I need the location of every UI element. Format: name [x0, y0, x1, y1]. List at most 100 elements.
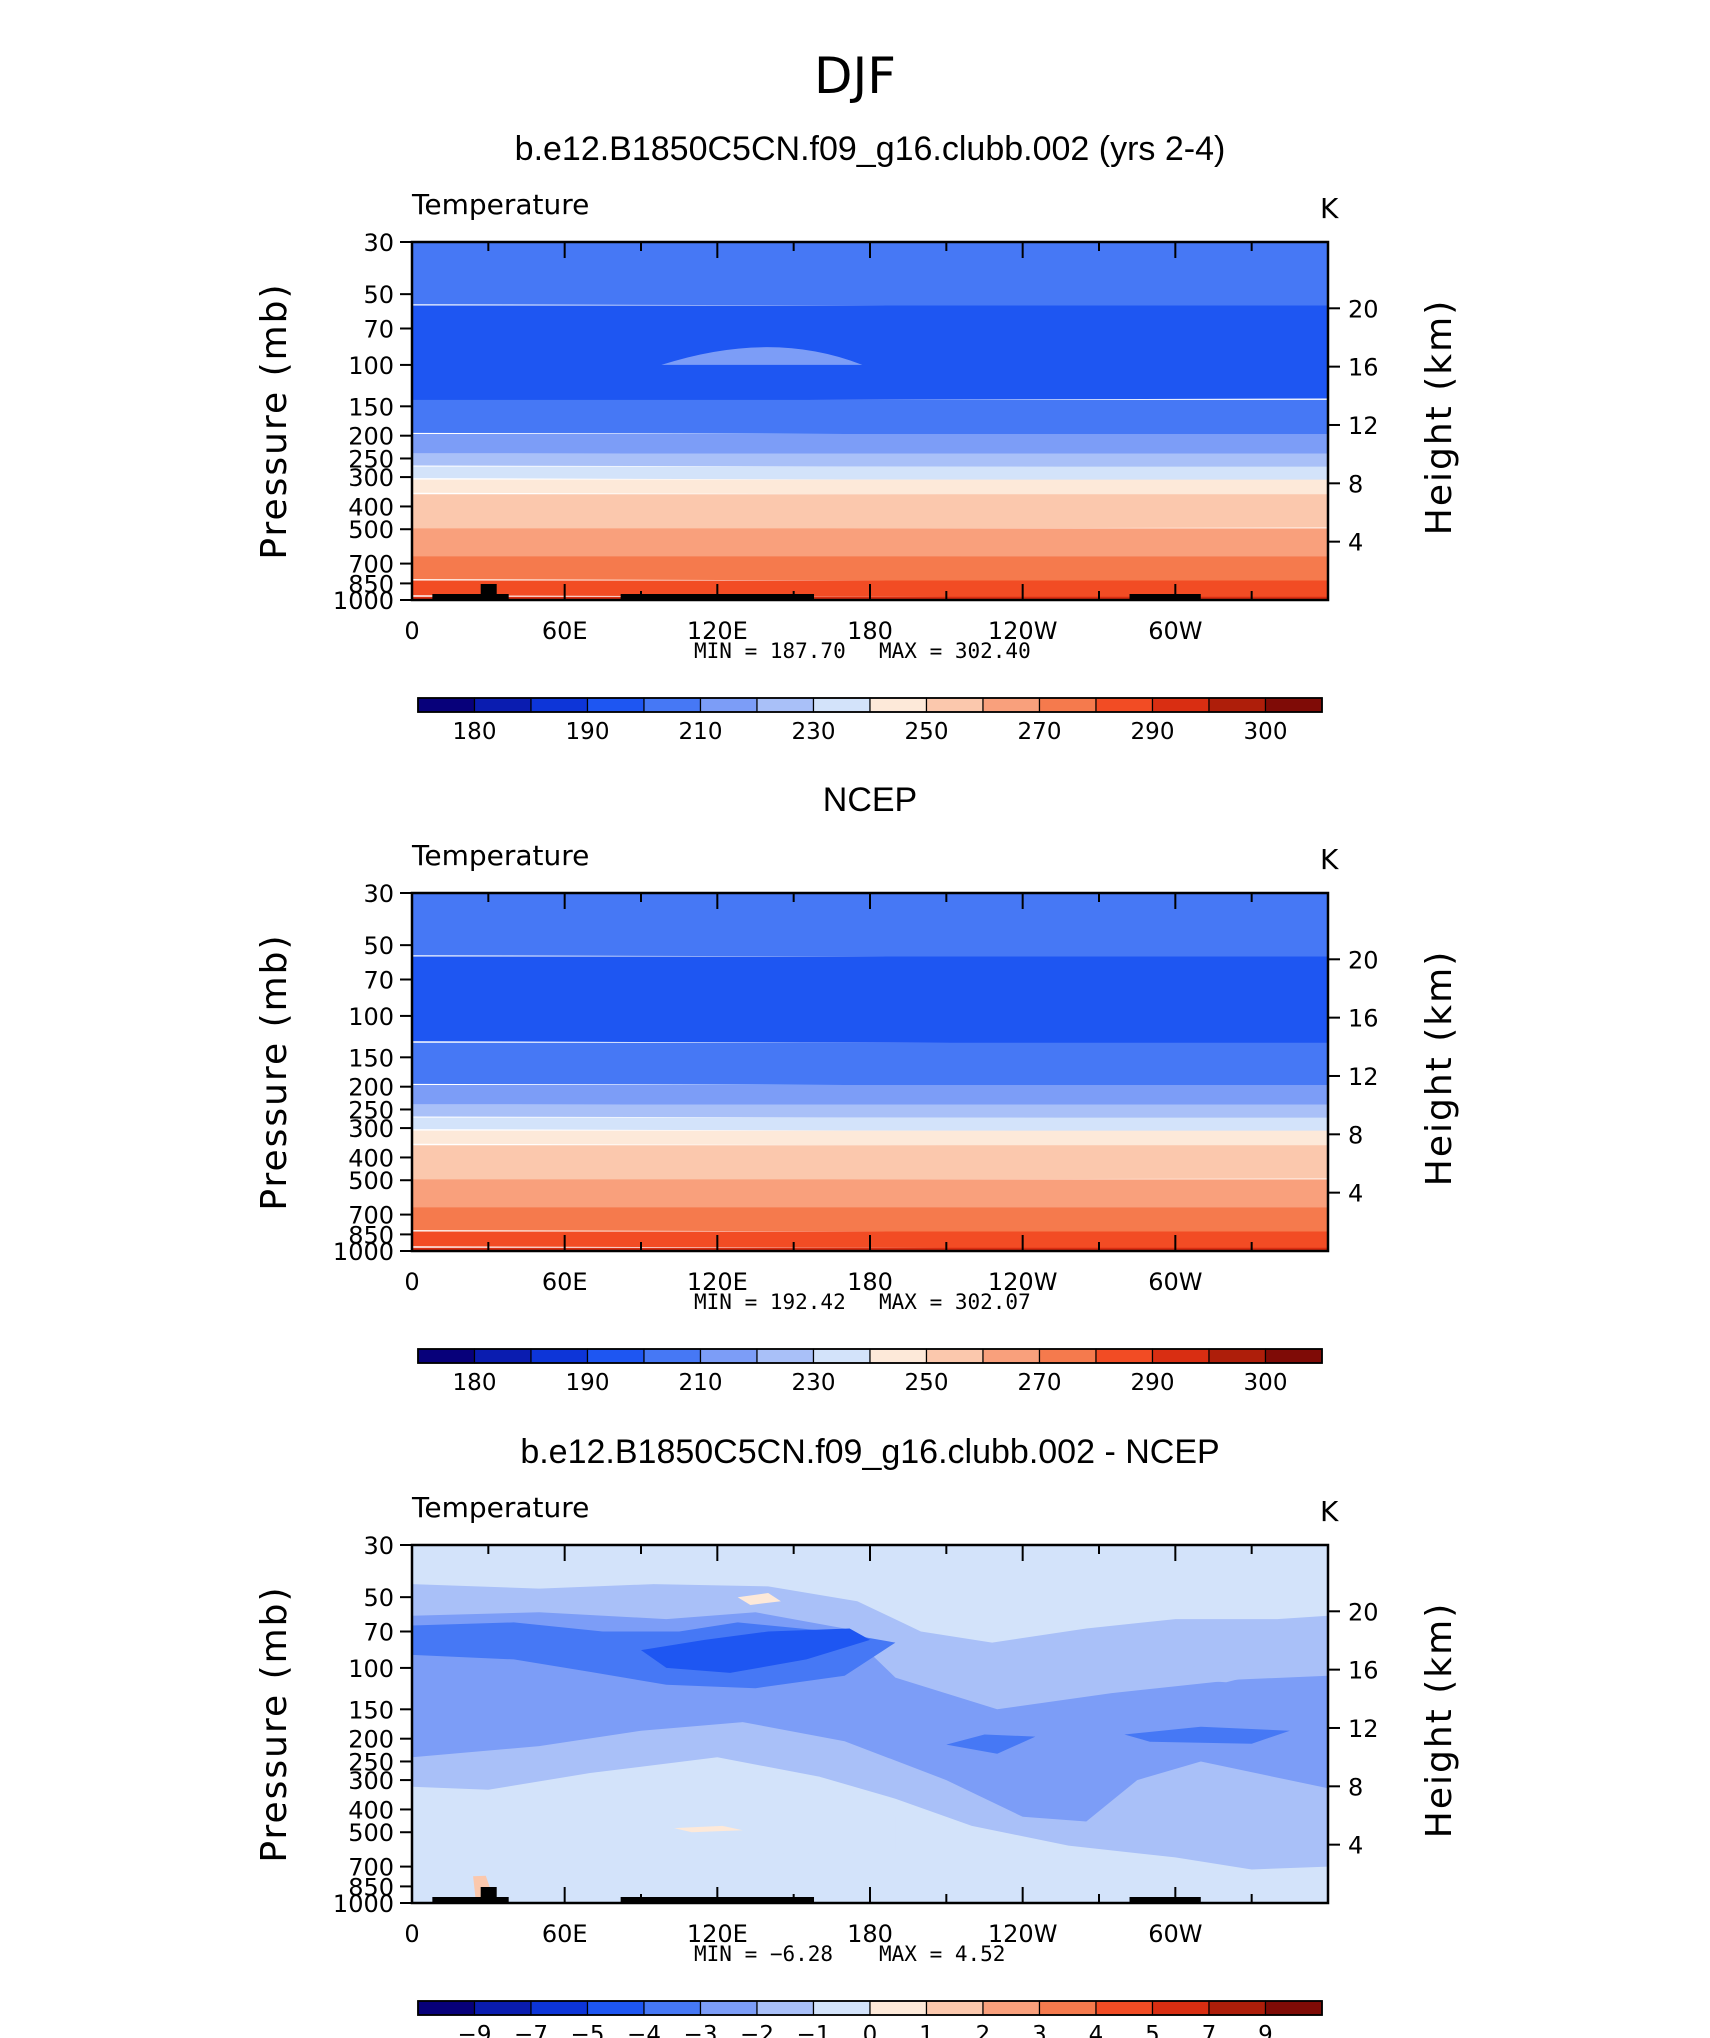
panel-title: NCEP: [823, 781, 917, 819]
y-tick-label: 30: [363, 1532, 394, 1560]
right-axis-title: Height (km): [1419, 950, 1460, 1186]
x-tick-label: 60W: [1148, 1268, 1202, 1296]
colorbar-swatch: [699, 697, 758, 713]
y-tick-label: 100: [348, 352, 394, 380]
panel-model: b.e12.B1850C5CN.f09_g16.clubb.002 (yrs 2…: [254, 130, 1460, 745]
units-label: K: [1320, 1495, 1339, 1528]
contour-region: [946, 1734, 1036, 1754]
height-tick-label: 12: [1348, 412, 1379, 440]
y-axis-title: Pressure (mb): [254, 933, 295, 1210]
y-tick-label: 1000: [333, 1238, 394, 1266]
colorbar-label: 4: [1089, 2022, 1104, 2038]
colorbar-label: 230: [792, 719, 836, 745]
x-tick-label: 60E: [542, 1920, 588, 1948]
y-tick-label: 30: [363, 880, 394, 908]
colorbar-swatch: [982, 697, 1041, 713]
height-tick-label: 16: [1348, 1657, 1379, 1685]
colorbar-swatch: [530, 1348, 589, 1364]
x-tick-label: 0: [404, 1268, 419, 1296]
contour-band: [412, 453, 1328, 468]
colorbar-swatch: [1095, 2000, 1154, 2016]
variable-label: Temperature: [411, 839, 589, 872]
contour-band: [412, 893, 1328, 958]
colorbar-swatch: [473, 1348, 532, 1364]
colorbar-label: 300: [1244, 719, 1288, 745]
x-tick-label: 60W: [1148, 617, 1202, 645]
colorbar-label: −9: [458, 2022, 492, 2038]
topography: [480, 584, 497, 596]
min-value-label: MIN = 187.70: [694, 639, 846, 663]
colorbar-swatch: [1095, 1348, 1154, 1364]
colorbar-swatch: [756, 697, 815, 713]
x-tick-label: 120E: [687, 1920, 748, 1948]
y-tick-label: 300: [348, 464, 394, 492]
x-tick-label: 120E: [687, 1268, 748, 1296]
colorbar-swatch: [417, 1348, 476, 1364]
y-tick-label: 200: [348, 1074, 394, 1102]
y-tick-label: 50: [363, 1584, 394, 1612]
x-tick-label: 180: [847, 617, 893, 645]
y-tick-label: 70: [363, 967, 394, 995]
contour-band: [412, 1085, 1328, 1105]
contour-region: [641, 1628, 870, 1673]
y-tick-label: 70: [363, 316, 394, 344]
contour-region: [737, 1593, 781, 1605]
colorbar-swatch: [1208, 1348, 1267, 1364]
panel-title: b.e12.B1850C5CN.f09_g16.clubb.002 (yrs 2…: [515, 130, 1226, 168]
height-tick-label: 4: [1348, 1832, 1363, 1860]
colorbar-swatch: [699, 2000, 758, 2016]
height-tick-label: 16: [1348, 354, 1379, 382]
colorbar-frame: [417, 1348, 1323, 1364]
colorbar-swatch: [925, 1348, 984, 1364]
y-tick-label: 100: [348, 1655, 394, 1683]
colorbar-swatch: [643, 1348, 702, 1364]
y-tick-label: 100: [348, 1003, 394, 1031]
colorbar-swatch: [1264, 1348, 1323, 1364]
x-tick-label: 120W: [988, 1920, 1058, 1948]
variable-label: Temperature: [411, 188, 589, 221]
colorbar-swatch: [869, 1348, 928, 1364]
colorbar-label: −5: [571, 2022, 605, 2038]
x-tick-label: 60W: [1148, 1920, 1202, 1948]
contour-band: [412, 399, 1328, 436]
colorbar-label: −1: [797, 2022, 831, 2038]
y-tick-label: 700: [348, 551, 394, 579]
colorbar-label: 190: [566, 1370, 610, 1396]
y-tick-label: 1000: [333, 1890, 394, 1918]
colorbar-label: 9: [1258, 2022, 1273, 2038]
contour-band: [412, 556, 1328, 582]
contour-band: [412, 466, 1328, 482]
colorbar-label: 250: [905, 719, 949, 745]
colorbar-swatch: [756, 2000, 815, 2016]
contour-band: [412, 1179, 1328, 1208]
x-tick-label: 180: [847, 1268, 893, 1296]
colorbar-label: 5: [1145, 2022, 1160, 2038]
y-tick-label: 850: [348, 1221, 394, 1249]
y-tick-label: 400: [348, 1144, 394, 1172]
colorbar-label: 1: [919, 2022, 934, 2038]
x-tick-label: 0: [404, 1920, 419, 1948]
colorbar-swatch: [586, 1348, 645, 1364]
colorbar-label: 7: [1202, 2022, 1217, 2038]
colorbar-swatch: [1151, 1348, 1210, 1364]
y-tick-label: 500: [348, 1167, 394, 1195]
colorbar-swatch: [473, 697, 532, 713]
min-value-label: MIN = 192.42: [694, 1290, 846, 1314]
colorbar-frame: [417, 2000, 1323, 2016]
colorbar-swatch: [869, 697, 928, 713]
y-tick-label: 700: [348, 1854, 394, 1882]
x-tick-label: 180: [847, 1920, 893, 1948]
colorbar-swatch: [1151, 697, 1210, 713]
contour-band: [412, 434, 1328, 454]
max-value-label: MAX = 302.07: [879, 1290, 1031, 1314]
colorbar-swatch: [1208, 2000, 1267, 2016]
y-tick-label: 200: [348, 423, 394, 451]
height-tick-label: 4: [1348, 529, 1363, 557]
height-tick-label: 8: [1348, 1121, 1363, 1149]
colorbar-swatch: [1038, 697, 1097, 713]
colorbar-swatch: [530, 697, 589, 713]
colorbar-label: 210: [679, 719, 723, 745]
colorbar-label: 180: [453, 1370, 497, 1396]
height-tick-label: 8: [1348, 1773, 1363, 1801]
